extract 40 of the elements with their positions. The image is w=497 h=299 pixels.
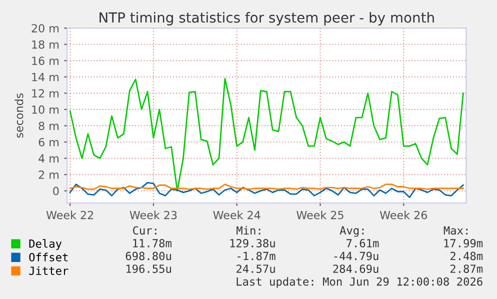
text: -44.79u (334, 252, 378, 260)
text: 2.87m (450, 264, 483, 273)
text: 196.55u (126, 264, 171, 273)
x-tick-label: Week 25 (296, 210, 344, 220)
x-tick-label: Week 23 (130, 210, 177, 220)
text: -1.87m (238, 252, 276, 260)
y-tick-label: 16 m (32, 56, 59, 66)
text: 7.61m (346, 239, 379, 248)
text: Max: (444, 226, 468, 235)
text: Cur: (133, 226, 156, 235)
text: 698.80u (126, 252, 171, 260)
y-tick-label: 18 m (32, 40, 59, 49)
text: 284.69u (333, 264, 378, 273)
x-tick-label: Week 26 (380, 210, 427, 220)
x-tick-label: Week 22 (46, 210, 94, 220)
y-tick-label: 20 m (32, 24, 59, 32)
y-tick-label: 12 m (32, 89, 59, 98)
y-tick-label: 2 m (38, 170, 59, 179)
legend-label: Offset (29, 252, 68, 262)
chart-title: NTP timing statistics for system peer - by month (100, 12, 434, 26)
y-tick-label: 0 (53, 186, 59, 196)
text: Last update: Mon Jun 29 12:00:08 2026 (236, 277, 482, 288)
legend-label: Delay (29, 239, 62, 250)
text: 2.48m (450, 252, 483, 260)
text: Avg: (340, 226, 364, 237)
text: 24.57u (236, 264, 275, 273)
y-tick-label: 8 m (38, 122, 59, 130)
y-tick-label: 10 m (32, 105, 59, 114)
text: 11.78m (133, 239, 172, 248)
x-tick-label: Week 24 (213, 210, 260, 220)
y-tick-label: 14 m (32, 73, 59, 82)
text: 17.99m (444, 239, 483, 248)
legend-label: Jitter (29, 266, 68, 275)
y-tick-label: 4 m (38, 154, 59, 162)
y-tick-label: 6 m (38, 138, 59, 146)
text: 129.38u (230, 239, 275, 248)
line-series (69, 78, 464, 192)
y-axis-title: seconds (14, 93, 24, 138)
line-series (69, 182, 464, 198)
text: Min: (236, 226, 260, 234)
